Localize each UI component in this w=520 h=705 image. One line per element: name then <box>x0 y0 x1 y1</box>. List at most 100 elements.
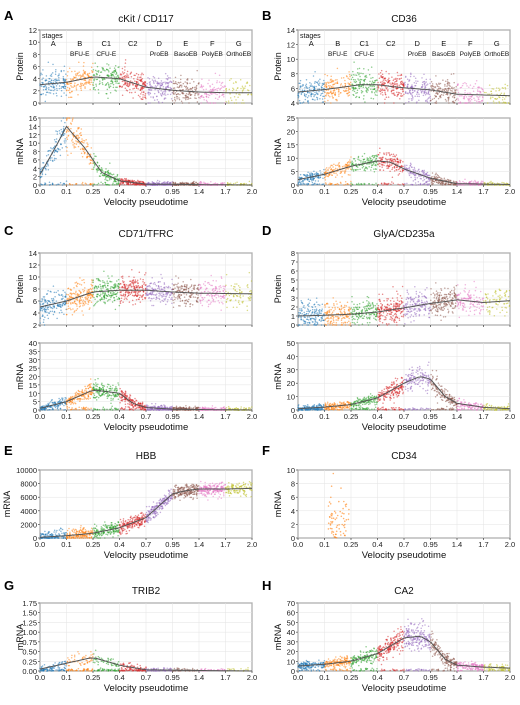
data-point <box>358 87 361 90</box>
data-point <box>365 166 368 169</box>
data-point <box>333 83 336 86</box>
data-point <box>212 90 215 92</box>
data-point <box>82 84 85 86</box>
data-point <box>80 87 82 90</box>
data-point <box>198 96 200 99</box>
data-point <box>227 100 230 102</box>
data-point <box>418 99 420 102</box>
data-point <box>96 183 98 186</box>
data-point <box>352 93 354 96</box>
data-point <box>439 182 442 185</box>
data-point <box>327 99 329 102</box>
data-point <box>433 97 436 100</box>
data-point <box>237 96 239 98</box>
data-point <box>85 83 87 85</box>
data-point <box>115 180 117 183</box>
data-point <box>115 76 118 78</box>
data-point <box>140 78 142 81</box>
data-point <box>391 176 394 179</box>
data-point <box>104 292 107 294</box>
data-point <box>408 173 410 175</box>
data-point <box>49 290 52 293</box>
y-tick-label: 15 <box>287 141 295 150</box>
data-point <box>344 181 347 183</box>
data-point <box>161 101 164 104</box>
data-point <box>105 84 107 86</box>
data-point <box>70 82 73 85</box>
data-point <box>396 166 398 169</box>
data-point <box>392 153 395 155</box>
data-point <box>110 178 112 180</box>
data-point <box>477 87 480 89</box>
data-point <box>82 65 85 67</box>
data-point <box>53 139 56 141</box>
data-point <box>51 183 54 186</box>
data-point <box>178 97 180 99</box>
data-point <box>440 181 443 184</box>
data-point <box>352 88 355 90</box>
data-point <box>247 89 250 92</box>
data-point <box>494 97 496 100</box>
data-point <box>50 297 53 300</box>
data-point <box>88 308 91 311</box>
y-axis-label: mRNA <box>15 138 25 165</box>
data-point <box>234 182 237 184</box>
data-point <box>59 154 62 157</box>
data-point <box>109 287 112 289</box>
data-point <box>45 94 47 96</box>
data-point <box>384 91 386 94</box>
data-point <box>117 76 120 79</box>
data-point <box>376 94 378 96</box>
data-point <box>242 86 244 89</box>
data-point <box>426 175 429 177</box>
data-point <box>202 85 205 87</box>
data-point <box>402 90 404 93</box>
data-point <box>166 75 169 77</box>
data-point <box>127 83 129 85</box>
data-point <box>94 88 96 91</box>
data-point <box>372 97 375 100</box>
data-point <box>388 152 391 154</box>
data-point <box>349 174 351 176</box>
data-point <box>42 296 45 298</box>
data-point <box>189 94 192 96</box>
data-point <box>498 96 500 98</box>
data-point <box>132 279 135 281</box>
data-point <box>106 63 108 65</box>
x-tick-label: 1.4 <box>194 187 204 196</box>
data-point <box>201 94 203 97</box>
data-point <box>113 70 115 73</box>
data-point <box>132 303 134 306</box>
data-point <box>91 284 94 287</box>
data-point <box>325 95 327 97</box>
data-point <box>362 86 365 89</box>
data-point <box>167 86 169 88</box>
data-point <box>80 299 83 301</box>
data-point <box>107 69 110 72</box>
data-point <box>213 86 215 89</box>
data-point <box>382 79 385 81</box>
data-point <box>341 176 343 178</box>
data-point <box>116 292 118 295</box>
data-point <box>41 168 43 170</box>
data-point <box>59 132 61 134</box>
data-point <box>128 301 131 303</box>
data-point <box>111 286 114 288</box>
data-point <box>179 93 181 96</box>
data-point <box>312 184 314 186</box>
data-point <box>300 93 303 96</box>
data-point <box>307 95 310 97</box>
data-point <box>50 147 52 149</box>
data-point <box>302 180 304 183</box>
data-point <box>53 89 55 92</box>
data-point <box>72 86 74 88</box>
data-point <box>419 182 422 185</box>
data-point <box>113 284 115 287</box>
data-point <box>448 84 451 86</box>
data-point <box>408 100 410 103</box>
data-point <box>127 286 130 288</box>
data-point <box>404 164 406 166</box>
data-point <box>351 183 353 186</box>
data-point <box>305 93 308 96</box>
data-point <box>103 292 105 294</box>
